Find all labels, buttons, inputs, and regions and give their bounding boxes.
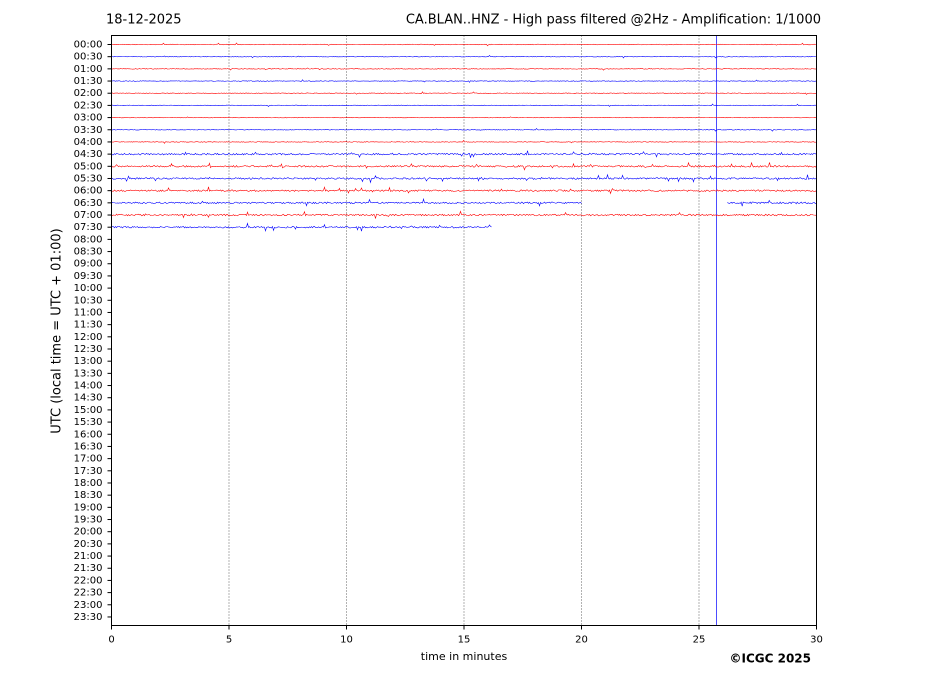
y-tick-label: 13:30 — [74, 368, 103, 379]
y-tick-label: 05:00 — [74, 161, 103, 172]
credit: ©ICGC 2025 — [729, 652, 811, 666]
trace — [111, 91, 817, 95]
y-tick-label: 23:30 — [74, 612, 103, 623]
trace — [111, 173, 817, 184]
y-tick-label: 11:30 — [74, 320, 103, 331]
x-tick-label: 5 — [226, 635, 232, 646]
trace — [111, 139, 817, 144]
trace — [111, 150, 817, 159]
y-tick-label: 10:30 — [74, 295, 103, 306]
y-tick-label: 12:30 — [74, 344, 103, 355]
trace — [111, 116, 817, 119]
y-tick-label: 05:30 — [74, 173, 103, 184]
trace — [111, 67, 817, 71]
trace — [727, 199, 817, 207]
x-tick-label: 10 — [340, 635, 353, 646]
trace — [111, 197, 582, 207]
y-tick-label: 16:00 — [74, 429, 103, 440]
y-tick-label: 21:00 — [74, 551, 103, 562]
y-tick-label: 18:30 — [74, 490, 103, 501]
y-axis-label: UTC (local time = UTC + 01:00) — [50, 228, 65, 433]
x-tick-label: 30 — [810, 635, 823, 646]
y-tick-label: 00:30 — [74, 52, 103, 63]
y-tick-label: 18:00 — [74, 478, 103, 489]
y-tick-label: 21:30 — [74, 563, 103, 574]
y-tick-label: 00:00 — [74, 40, 103, 51]
y-tick-label: 22:30 — [74, 588, 103, 599]
trace — [111, 127, 817, 132]
y-tick-label: 19:00 — [74, 502, 103, 513]
x-tick-label: 0 — [108, 635, 114, 646]
y-tick-label: 12:00 — [74, 332, 103, 343]
y-tick-label: 04:30 — [74, 149, 103, 160]
y-tick-label: 15:30 — [74, 417, 103, 428]
trace — [111, 103, 817, 107]
y-tick-label: 03:00 — [74, 113, 103, 124]
x-tick-label: 15 — [458, 635, 471, 646]
y-tick-label: 08:30 — [74, 247, 103, 258]
y-tick-label: 17:00 — [74, 454, 103, 465]
y-tick-label: 20:30 — [74, 539, 103, 550]
y-tick-label: 14:00 — [74, 381, 103, 392]
chart-title: CA.BLAN..HNZ - High pass filtered @2Hz -… — [406, 13, 821, 28]
y-tick-label: 22:00 — [74, 575, 103, 586]
y-tick-label: 03:30 — [74, 125, 103, 136]
trace — [111, 161, 817, 171]
x-axis-label: time in minutes — [421, 650, 508, 663]
trace — [111, 186, 817, 195]
trace — [111, 42, 817, 47]
x-tick-label: 20 — [575, 635, 588, 646]
y-tick-label: 09:00 — [74, 259, 103, 270]
y-tick-label: 04:00 — [74, 137, 103, 148]
y-tick-label: 09:30 — [74, 271, 103, 282]
y-tick-label: 13:00 — [74, 356, 103, 367]
y-tick-label: 02:30 — [74, 100, 103, 111]
y-tick-label: 14:30 — [74, 393, 103, 404]
trace — [111, 222, 492, 233]
y-tick-label: 01:00 — [74, 64, 103, 75]
y-tick-label: 07:00 — [74, 210, 103, 221]
trace — [111, 210, 817, 219]
y-tick-label: 08:00 — [74, 234, 103, 245]
date: 18-12-2025 — [106, 13, 182, 28]
trace — [111, 79, 817, 83]
y-tick-label: 17:30 — [74, 466, 103, 477]
y-tick-label: 07:30 — [74, 222, 103, 233]
y-tick-label: 06:30 — [74, 198, 103, 209]
trace — [111, 55, 817, 59]
y-tick-label: 15:00 — [74, 405, 103, 416]
y-tick-label: 06:00 — [74, 186, 103, 197]
x-tick-label: 25 — [693, 635, 706, 646]
y-tick-label: 19:30 — [74, 515, 103, 526]
y-tick-label: 20:00 — [74, 527, 103, 538]
y-tick-label: 02:00 — [74, 88, 103, 99]
y-tick-label: 11:00 — [74, 307, 103, 318]
y-tick-label: 16:30 — [74, 441, 103, 452]
y-tick-label: 23:00 — [74, 600, 103, 611]
y-tick-label: 10:00 — [74, 283, 103, 294]
y-tick-label: 01:30 — [74, 76, 103, 87]
